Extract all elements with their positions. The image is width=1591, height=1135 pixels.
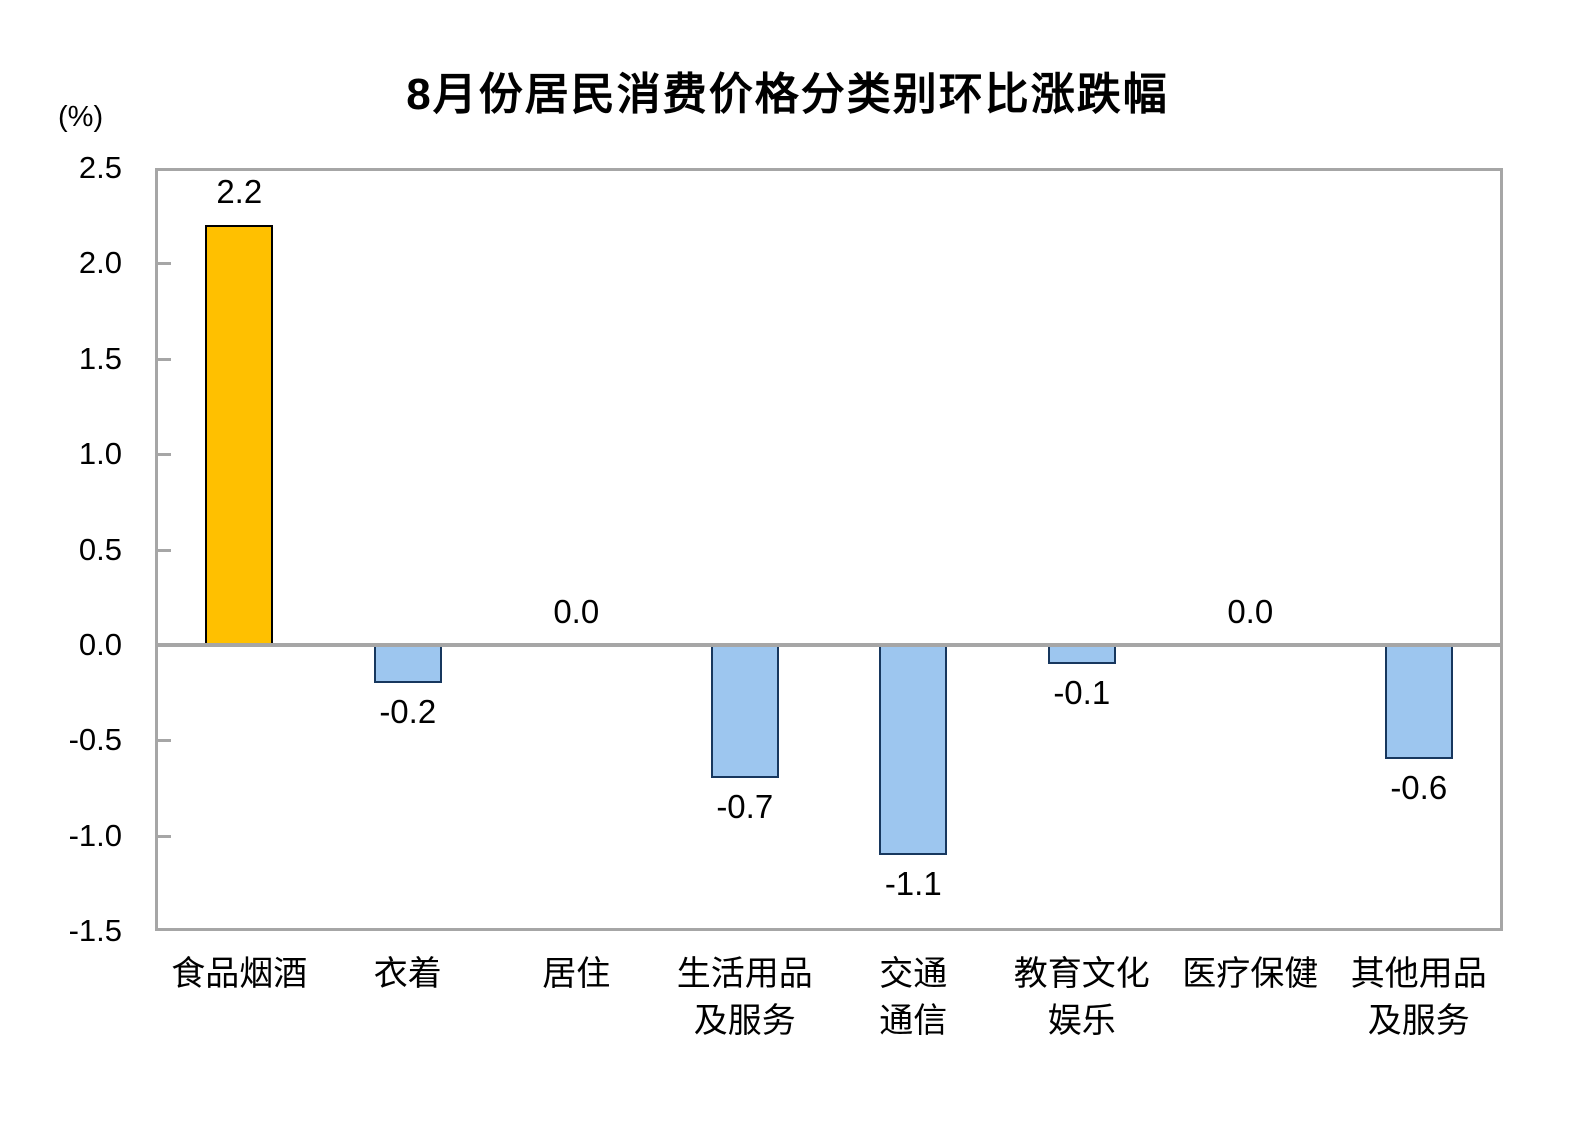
y-axis-tick-label: -0.5 xyxy=(68,722,122,758)
y-axis-unit-label: (%) xyxy=(58,101,104,133)
y-axis-tick-label: 1.0 xyxy=(78,436,122,472)
bar xyxy=(205,225,274,645)
bar xyxy=(373,644,442,684)
x-axis-category-label: 居住 xyxy=(542,955,611,993)
plot-area xyxy=(155,168,1503,931)
x-axis-category-label: 食品烟酒 xyxy=(171,955,308,993)
bar xyxy=(879,644,948,855)
bar xyxy=(1047,644,1116,664)
y-axis-tick-label: -1.5 xyxy=(68,913,122,948)
x-axis-category-label: 其他用品 及服务 xyxy=(1350,955,1487,1040)
chart-title: 8月份居民消费价格分类别环比涨跌幅 xyxy=(406,70,1169,119)
x-axis-category-label: 交通 通信 xyxy=(879,955,948,1040)
bar-value-label: -0.1 xyxy=(1053,673,1111,711)
bar xyxy=(710,644,779,779)
axis-tick-mark xyxy=(158,357,171,361)
x-axis-category-label: 生活用品 及服务 xyxy=(676,955,813,1040)
x-axis-category-label: 衣着 xyxy=(373,955,442,993)
bar-value-label: -0.2 xyxy=(379,693,437,731)
bar-value-label: -0.7 xyxy=(716,788,774,826)
bar-value-label: -0.6 xyxy=(1390,769,1448,807)
x-axis-category-label: 医疗保健 xyxy=(1182,955,1319,993)
axis-tick-mark xyxy=(158,453,171,457)
y-axis-tick-label: 0.5 xyxy=(78,531,122,567)
zero-line xyxy=(155,642,1503,647)
bar-value-label: -1.1 xyxy=(884,864,942,902)
y-axis-tick-label: -1.0 xyxy=(68,817,122,853)
axis-tick-mark xyxy=(158,834,171,838)
bar-value-label: 0.0 xyxy=(1227,592,1274,630)
bar xyxy=(1384,644,1453,760)
axis-tick-mark xyxy=(158,739,171,743)
y-axis-tick-label: 2.5 xyxy=(78,150,122,185)
bar-value-label: 0.0 xyxy=(553,592,600,630)
axis-tick-mark xyxy=(158,262,171,266)
x-axis-category-label: 教育文化 娱乐 xyxy=(1013,955,1150,1040)
bar-value-label: 2.2 xyxy=(216,173,263,211)
axis-tick-mark xyxy=(158,548,171,552)
y-axis-tick-label: 2.0 xyxy=(78,245,122,281)
y-axis-tick-label: 1.5 xyxy=(78,340,122,376)
y-axis-tick-label: 0.0 xyxy=(78,626,122,662)
